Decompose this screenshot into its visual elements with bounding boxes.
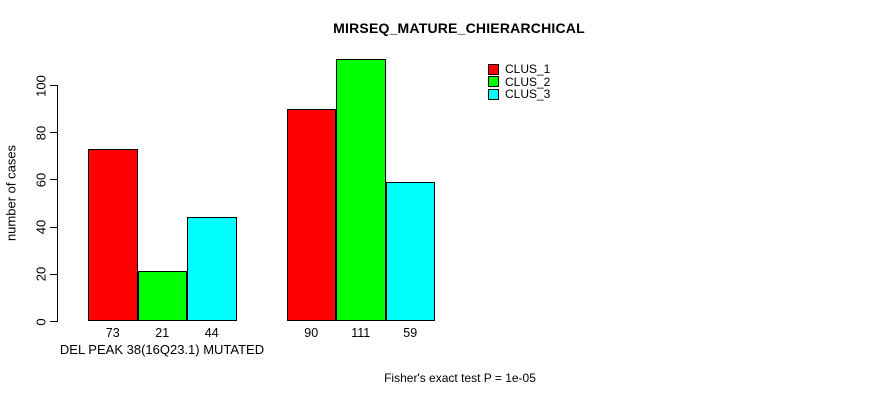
- bar-clus_3-group-1: [187, 217, 237, 321]
- bar-clus_2-group-2: [336, 59, 386, 321]
- y-tick: [50, 273, 57, 275]
- y-tick-label: 20: [33, 267, 49, 282]
- bar-value-label: 90: [304, 326, 319, 340]
- legend-label-clus_2: CLUS_2: [505, 74, 551, 89]
- legend-item-clus_2: CLUS_2: [488, 74, 551, 89]
- y-axis-line: [57, 85, 58, 322]
- bar-value-label: 73: [105, 326, 120, 340]
- y-tick: [50, 321, 57, 322]
- y-tick-label: 40: [33, 219, 49, 235]
- bar-value-label: 44: [204, 326, 219, 340]
- y-tick: [50, 132, 57, 134]
- x-axis-label: DEL PEAK 38(16Q23.1) MUTATED: [59, 342, 265, 357]
- bar-value-label: 111: [351, 326, 371, 340]
- fisher-test-annotation: Fisher's exact test P = 1e-05: [384, 371, 536, 385]
- chart-title: MIRSEQ_MATURE_CHIERARCHICAL: [333, 20, 585, 36]
- legend-swatch-clus_3: [488, 88, 499, 100]
- y-axis-label: number of cases: [3, 144, 19, 242]
- legend: CLUS_1 CLUS_2 CLUS_3: [488, 63, 550, 101]
- bar-value-label: 59: [403, 326, 418, 340]
- y-tick-label: 80: [33, 125, 49, 140]
- legend-label-clus_1: CLUS_1: [505, 62, 551, 76]
- bar-clus_3-group-2: [385, 181, 435, 321]
- y-tick-label: 100: [33, 74, 49, 97]
- legend-item-clus_3: CLUS_3: [488, 88, 550, 101]
- legend-swatch-clus_2: [488, 76, 499, 88]
- bar-value-label: 21: [155, 326, 170, 340]
- bar-clus_1-group-2: [286, 108, 336, 321]
- legend-label-clus_3: CLUS_3: [505, 87, 551, 101]
- legend-item-clus_1: CLUS_1: [488, 63, 550, 76]
- bar-clus_1-group-1: [88, 148, 138, 321]
- y-tick-label: 60: [33, 172, 49, 188]
- legend-swatch-clus_1: [488, 63, 499, 75]
- y-tick-label: 0: [33, 317, 49, 326]
- bar-clus_2-group-1: [137, 271, 187, 321]
- y-tick: [50, 179, 57, 181]
- y-tick: [50, 226, 57, 228]
- y-tick: [50, 85, 57, 86]
